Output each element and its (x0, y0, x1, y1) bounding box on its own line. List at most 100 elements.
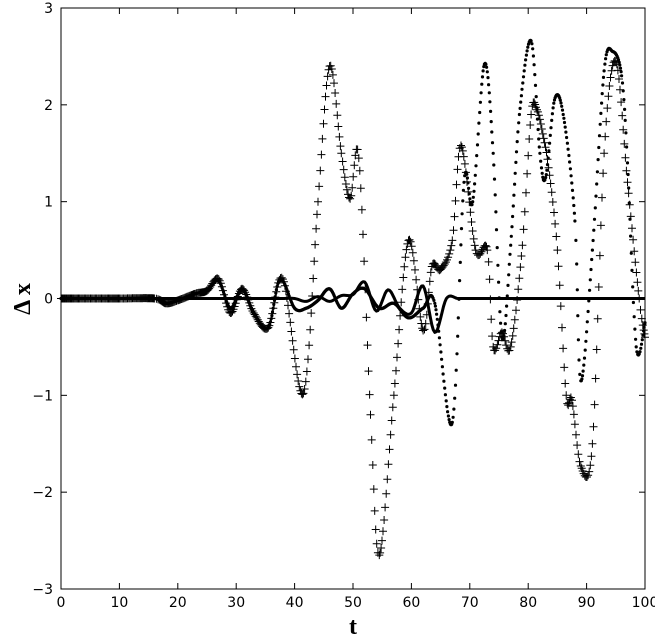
data-point (402, 245, 411, 254)
data-point (457, 297, 461, 301)
data-point (590, 400, 599, 409)
data-point (437, 329, 441, 333)
data-point (594, 283, 603, 291)
data-point (602, 117, 611, 126)
data-point (218, 286, 227, 295)
data-point (523, 169, 532, 178)
data-point (450, 212, 459, 221)
data-point (470, 203, 474, 207)
data-point (366, 410, 375, 419)
data-point (315, 182, 324, 191)
data-point (507, 273, 511, 277)
data-point (566, 147, 570, 151)
data-point (414, 295, 423, 304)
data-point (532, 63, 536, 67)
data-point (550, 112, 555, 116)
data-point (359, 230, 367, 239)
data-point (570, 420, 579, 429)
data-point (539, 134, 548, 143)
data-point (633, 278, 642, 287)
data-point (500, 332, 508, 341)
data-point (604, 92, 613, 101)
data-point (625, 145, 629, 149)
data-point (342, 185, 351, 194)
data-point (287, 327, 296, 336)
data-point (540, 138, 549, 147)
data-point (370, 506, 379, 515)
data-point (560, 363, 569, 372)
data-point (286, 318, 295, 327)
data-point (572, 211, 577, 215)
x-tick-label: 90 (578, 595, 596, 611)
data-point (335, 132, 344, 141)
x-tick-label: 60 (402, 595, 420, 611)
data-point (405, 235, 414, 244)
data-point (294, 377, 303, 385)
data-point (408, 248, 417, 257)
data-point (565, 395, 574, 404)
data-point (599, 111, 603, 115)
data-point (478, 100, 482, 104)
data-point (521, 75, 526, 79)
data-point (622, 166, 631, 175)
data-point (348, 183, 357, 192)
data-point (461, 199, 465, 203)
data-point (560, 104, 564, 108)
data-point (520, 207, 529, 216)
data-point (232, 295, 241, 304)
data-point (536, 120, 545, 128)
data-point (529, 39, 533, 43)
data-point (598, 193, 606, 202)
data-point (632, 268, 641, 277)
data-point (450, 420, 454, 424)
data-point (298, 390, 307, 399)
data-point (459, 243, 463, 247)
data-point (498, 310, 502, 314)
data-point (439, 350, 443, 354)
x-tick-label: 0 (57, 595, 66, 611)
data-point (621, 153, 630, 162)
data-point (443, 386, 447, 390)
x-tick-label: 30 (227, 595, 245, 611)
data-point (487, 83, 491, 87)
data-point (431, 260, 439, 269)
data-point (548, 198, 557, 206)
data-point (592, 228, 596, 232)
data-point (453, 165, 462, 174)
data-point (494, 210, 498, 214)
y-tick-label: 1 (44, 195, 53, 211)
data-point (494, 228, 499, 232)
data-point (206, 283, 215, 291)
data-point (620, 74, 624, 78)
data-point (471, 246, 480, 255)
data-point (270, 298, 279, 307)
data-point (524, 151, 533, 160)
data-point (569, 174, 573, 178)
data-point (368, 461, 377, 469)
data-point (511, 204, 515, 208)
data-point (507, 262, 511, 266)
data-point (564, 130, 568, 134)
data-point (456, 316, 460, 320)
data-point (585, 330, 589, 334)
data-point (592, 345, 601, 354)
data-point (568, 396, 576, 405)
data-point (575, 457, 584, 466)
data-point (440, 260, 449, 268)
data-point (469, 234, 478, 243)
data-point (616, 85, 624, 94)
data-point (254, 317, 263, 326)
data-point (517, 121, 521, 125)
data-point (518, 106, 522, 110)
data-point (559, 101, 563, 105)
data-point (478, 110, 482, 115)
data-point (550, 118, 554, 122)
data-point (510, 315, 519, 324)
data-point (533, 83, 538, 87)
data-point (623, 118, 627, 122)
data-point (422, 310, 431, 319)
data-point (466, 208, 475, 217)
data-point (517, 252, 526, 260)
data-point (548, 141, 552, 145)
series-line (60, 280, 646, 334)
